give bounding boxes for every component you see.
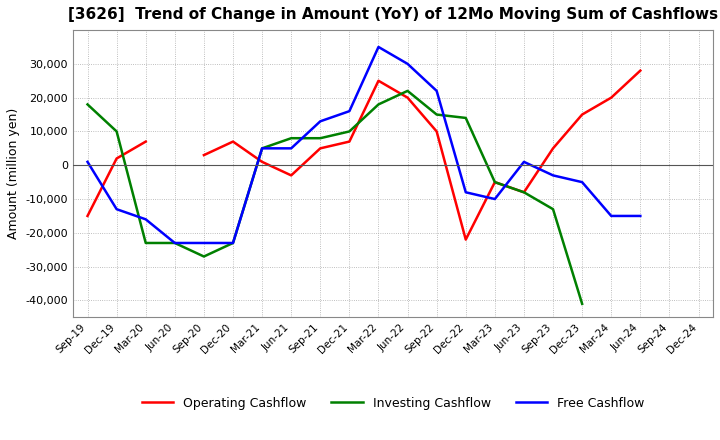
Free Cashflow	[636, 213, 644, 219]
Line: Investing Cashflow: Investing Cashflow	[88, 91, 582, 304]
Free Cashflow	[316, 119, 325, 124]
Investing Cashflow	[432, 112, 441, 117]
Free Cashflow	[171, 240, 179, 246]
Free Cashflow	[258, 146, 266, 151]
Free Cashflow	[141, 216, 150, 222]
Title: [3626]  Trend of Change in Amount (YoY) of 12Mo Moving Sum of Cashflows: [3626] Trend of Change in Amount (YoY) o…	[68, 7, 718, 22]
Operating Cashflow	[112, 156, 121, 161]
Free Cashflow	[578, 180, 587, 185]
Free Cashflow	[112, 206, 121, 212]
Operating Cashflow	[84, 213, 92, 219]
Free Cashflow	[462, 190, 470, 195]
Investing Cashflow	[462, 115, 470, 121]
Free Cashflow	[374, 44, 383, 50]
Line: Free Cashflow: Free Cashflow	[88, 47, 640, 243]
Investing Cashflow	[578, 301, 587, 306]
Operating Cashflow	[141, 139, 150, 144]
Investing Cashflow	[345, 129, 354, 134]
Investing Cashflow	[374, 102, 383, 107]
Free Cashflow	[229, 240, 238, 246]
Investing Cashflow	[287, 136, 295, 141]
Free Cashflow	[432, 88, 441, 94]
Free Cashflow	[490, 196, 499, 202]
Investing Cashflow	[199, 254, 208, 259]
Investing Cashflow	[316, 136, 325, 141]
Investing Cashflow	[520, 190, 528, 195]
Investing Cashflow	[171, 240, 179, 246]
Investing Cashflow	[229, 240, 238, 246]
Free Cashflow	[607, 213, 616, 219]
Line: Operating Cashflow: Operating Cashflow	[88, 142, 145, 216]
Investing Cashflow	[141, 240, 150, 246]
Free Cashflow	[84, 159, 92, 165]
Y-axis label: Amount (million yen): Amount (million yen)	[7, 108, 20, 239]
Investing Cashflow	[112, 129, 121, 134]
Investing Cashflow	[258, 146, 266, 151]
Investing Cashflow	[549, 206, 557, 212]
Investing Cashflow	[490, 180, 499, 185]
Investing Cashflow	[84, 102, 92, 107]
Free Cashflow	[199, 240, 208, 246]
Legend: Operating Cashflow, Investing Cashflow, Free Cashflow: Operating Cashflow, Investing Cashflow, …	[137, 392, 649, 414]
Free Cashflow	[345, 109, 354, 114]
Free Cashflow	[287, 146, 295, 151]
Investing Cashflow	[403, 88, 412, 94]
Free Cashflow	[549, 173, 557, 178]
Free Cashflow	[403, 61, 412, 66]
Free Cashflow	[520, 159, 528, 165]
